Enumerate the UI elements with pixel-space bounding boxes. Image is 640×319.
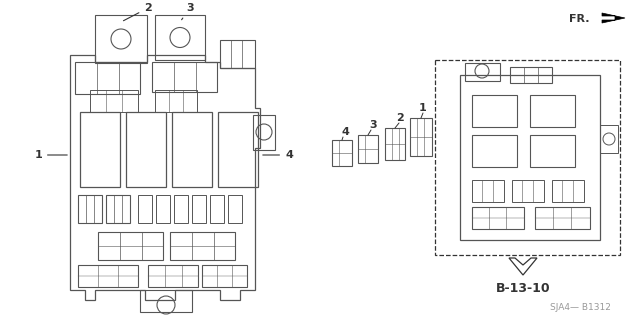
Bar: [78, 195, 102, 223]
Bar: [210, 195, 224, 223]
Bar: [80, 112, 120, 187]
Bar: [138, 195, 152, 223]
Bar: [95, 15, 147, 63]
Text: 3: 3: [369, 120, 377, 130]
Bar: [174, 195, 188, 223]
Bar: [510, 67, 552, 83]
Bar: [253, 115, 275, 150]
Text: 1: 1: [419, 103, 427, 113]
Bar: [78, 265, 138, 287]
Bar: [202, 265, 247, 287]
Bar: [228, 195, 242, 223]
Bar: [512, 180, 544, 202]
Bar: [155, 90, 197, 112]
Bar: [472, 95, 517, 127]
Text: B-13-10: B-13-10: [496, 281, 550, 294]
Bar: [90, 90, 138, 112]
Bar: [152, 62, 217, 92]
Text: 1: 1: [35, 150, 67, 160]
Bar: [472, 135, 517, 167]
Bar: [600, 125, 618, 153]
Text: 2: 2: [396, 113, 404, 123]
Bar: [535, 207, 590, 229]
Bar: [358, 135, 378, 163]
Text: FR.: FR.: [568, 14, 589, 24]
Text: SJA4— B1312: SJA4— B1312: [550, 303, 611, 313]
Bar: [75, 62, 140, 94]
Bar: [98, 232, 163, 260]
Bar: [170, 232, 235, 260]
Bar: [435, 60, 620, 255]
Bar: [385, 128, 405, 160]
Bar: [156, 195, 170, 223]
Bar: [465, 63, 500, 81]
Bar: [530, 95, 575, 127]
Bar: [332, 140, 352, 166]
Bar: [155, 15, 205, 60]
Bar: [472, 180, 504, 202]
Text: 4: 4: [341, 127, 349, 137]
Text: 4: 4: [263, 150, 293, 160]
Bar: [410, 118, 432, 156]
Bar: [192, 195, 206, 223]
Bar: [220, 40, 255, 68]
Bar: [172, 112, 212, 187]
Bar: [218, 112, 258, 187]
Text: 3: 3: [182, 3, 194, 20]
Text: 2: 2: [124, 3, 152, 21]
Bar: [530, 135, 575, 167]
Bar: [126, 112, 166, 187]
Polygon shape: [602, 13, 625, 23]
Bar: [106, 195, 130, 223]
Bar: [140, 290, 192, 312]
Bar: [472, 207, 524, 229]
Bar: [460, 75, 600, 240]
Bar: [552, 180, 584, 202]
Bar: [148, 265, 198, 287]
